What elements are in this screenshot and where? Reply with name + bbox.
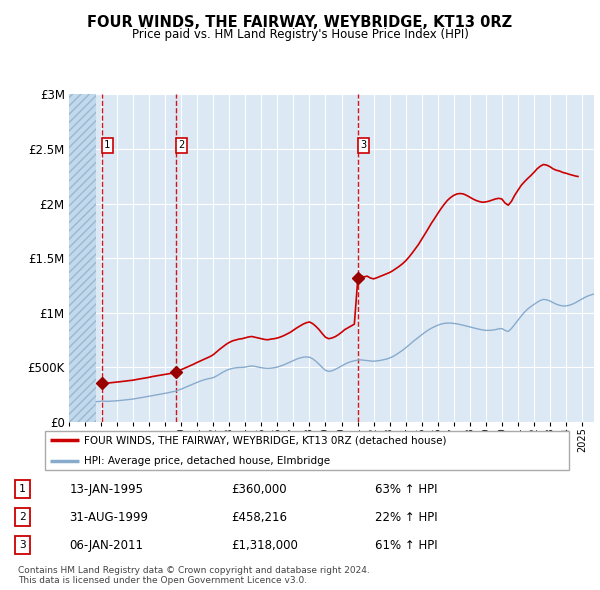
Text: 31-AUG-1999: 31-AUG-1999 [70,511,149,524]
Text: 22% ↑ HPI: 22% ↑ HPI [375,511,437,524]
Text: FOUR WINDS, THE FAIRWAY, WEYBRIDGE, KT13 0RZ (detached house): FOUR WINDS, THE FAIRWAY, WEYBRIDGE, KT13… [85,435,447,445]
Text: 06-JAN-2011: 06-JAN-2011 [70,539,143,552]
Text: 2: 2 [19,512,26,522]
FancyBboxPatch shape [44,431,569,470]
Text: 3: 3 [360,140,367,150]
Text: £458,216: £458,216 [231,511,287,524]
Text: FOUR WINDS, THE FAIRWAY, WEYBRIDGE, KT13 0RZ: FOUR WINDS, THE FAIRWAY, WEYBRIDGE, KT13… [88,15,512,30]
Text: £1,318,000: £1,318,000 [231,539,298,552]
Text: HPI: Average price, detached house, Elmbridge: HPI: Average price, detached house, Elmb… [85,455,331,466]
Text: 1: 1 [104,140,110,150]
Text: £360,000: £360,000 [231,483,287,496]
Bar [69,94,96,422]
Text: 13-JAN-1995: 13-JAN-1995 [70,483,143,496]
Text: 3: 3 [19,540,26,550]
Text: Contains HM Land Registry data © Crown copyright and database right 2024.
This d: Contains HM Land Registry data © Crown c… [18,566,370,585]
Text: Price paid vs. HM Land Registry's House Price Index (HPI): Price paid vs. HM Land Registry's House … [131,28,469,41]
Text: 2: 2 [178,140,185,150]
Text: 63% ↑ HPI: 63% ↑ HPI [375,483,437,496]
Text: 1: 1 [19,484,26,494]
Text: 61% ↑ HPI: 61% ↑ HPI [375,539,437,552]
